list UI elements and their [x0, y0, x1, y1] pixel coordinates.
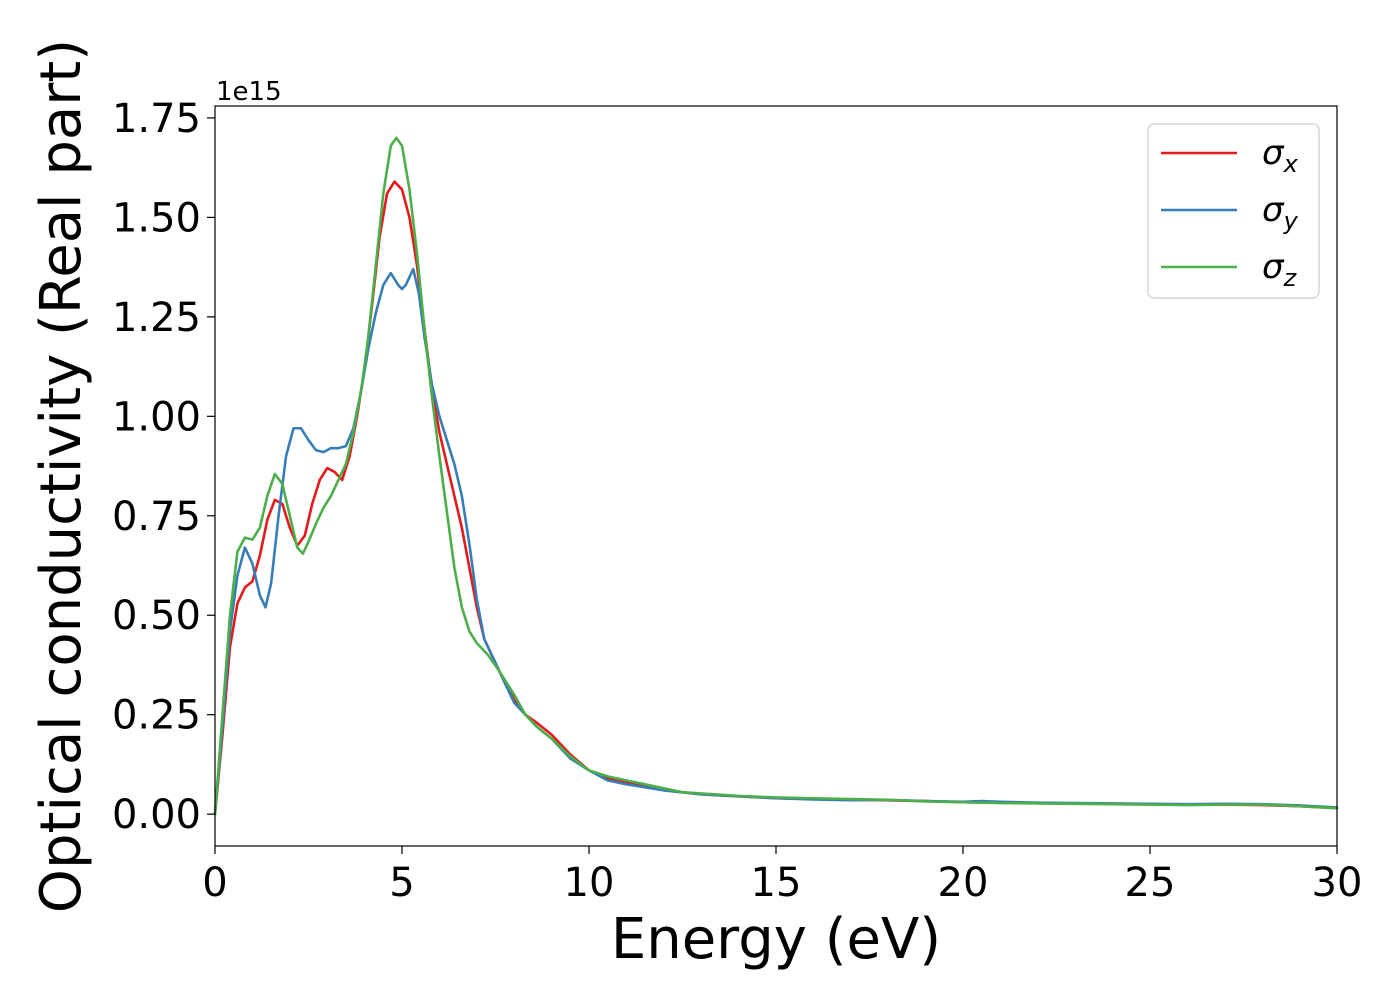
x-tick-label: 10 — [564, 860, 615, 906]
y-tick-label: 1.25 — [112, 295, 201, 341]
x-tick-label: 20 — [938, 860, 989, 906]
x-tick-label: 0 — [202, 860, 227, 906]
x-tick-label: 15 — [751, 860, 802, 906]
x-axis: 0 5 10 15 20 25 30 — [202, 846, 1362, 906]
y-offset-label: 1e15 — [216, 77, 282, 107]
legend: σx σy σz — [1147, 123, 1320, 299]
legend-label-y: σy — [1262, 190, 1299, 235]
y-axis-title: Optical conductivity (Real part) — [29, 39, 94, 913]
series-layer — [213, 136, 1339, 816]
x-tick-label: 5 — [389, 860, 414, 906]
y-tick-label: 0.75 — [112, 494, 201, 540]
legend-label-z: σz — [1262, 247, 1298, 292]
series-line-z — [213, 136, 1339, 816]
y-tick-label: 0.50 — [112, 593, 201, 639]
y-tick-label: 0.00 — [112, 792, 201, 838]
y-tick-label: 0.25 — [112, 693, 201, 739]
legend-label-x: σx — [1262, 133, 1299, 178]
y-tick-label: 1.50 — [112, 195, 201, 241]
x-tick-label: 25 — [1125, 860, 1176, 906]
y-axis: 0.00 0.25 0.50 0.75 1.00 1.25 1.50 1.75 — [112, 96, 215, 838]
x-tick-label: 30 — [1312, 860, 1363, 906]
y-tick-label: 1.75 — [112, 96, 201, 142]
x-axis-title: Energy (eV) — [611, 907, 941, 972]
y-tick-label: 1.00 — [112, 394, 201, 440]
